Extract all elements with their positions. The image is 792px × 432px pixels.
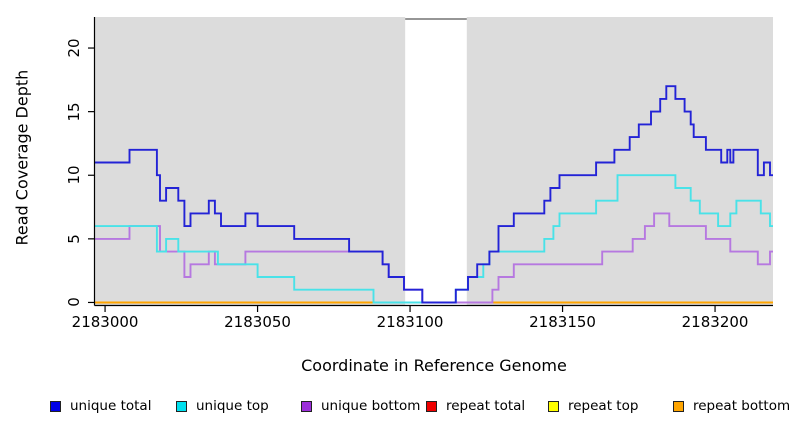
x-axis-title: Coordinate in Reference Genome xyxy=(301,356,567,375)
y-tick-label: 0 xyxy=(65,297,83,308)
legend-label: repeat top xyxy=(568,398,639,414)
legend-label: repeat total xyxy=(446,398,526,414)
x-tick-label: 2183100 xyxy=(376,313,444,331)
x-tick-label: 2183200 xyxy=(681,313,749,331)
y-tick-label: 5 xyxy=(65,234,83,244)
y-tick-label: 15 xyxy=(65,102,83,122)
legend-swatch-unique-top xyxy=(176,400,187,412)
series-unique-total xyxy=(95,85,773,304)
legend-item-repeat-bottom: repeat bottom xyxy=(673,398,790,414)
legend-swatch-unique-total xyxy=(50,400,61,412)
series-unique-bottom xyxy=(95,212,773,304)
legend-label: repeat bottom xyxy=(693,398,791,414)
legend-label: unique total xyxy=(70,398,152,414)
legend-label: unique top xyxy=(196,398,269,414)
coverage-gap-band xyxy=(405,17,467,305)
legend-swatch-repeat-total xyxy=(426,400,437,412)
legend-item-repeat-top: repeat top xyxy=(548,398,638,414)
x-tick-label: 2183050 xyxy=(224,313,291,331)
legend-swatch-repeat-bottom xyxy=(673,400,684,412)
series-unique-top xyxy=(95,174,773,304)
legend-item-unique-top: unique top xyxy=(176,398,269,414)
y-tick-label: 20 xyxy=(65,38,83,58)
x-tick-label: 2183000 xyxy=(71,313,139,331)
y-axis-title: Read Coverage Depth xyxy=(12,69,32,246)
x-tick-label: 2183150 xyxy=(529,313,596,331)
legend-item-repeat-total: repeat total xyxy=(426,398,525,414)
y-tick-label: 10 xyxy=(65,165,83,185)
legend-label: unique bottom xyxy=(321,398,421,414)
legend-item-unique-total: unique total xyxy=(50,398,151,414)
legend-swatch-unique-bottom xyxy=(301,400,312,412)
legend-item-unique-bottom: unique bottom xyxy=(301,398,420,414)
legend-swatch-repeat-top xyxy=(548,400,559,412)
